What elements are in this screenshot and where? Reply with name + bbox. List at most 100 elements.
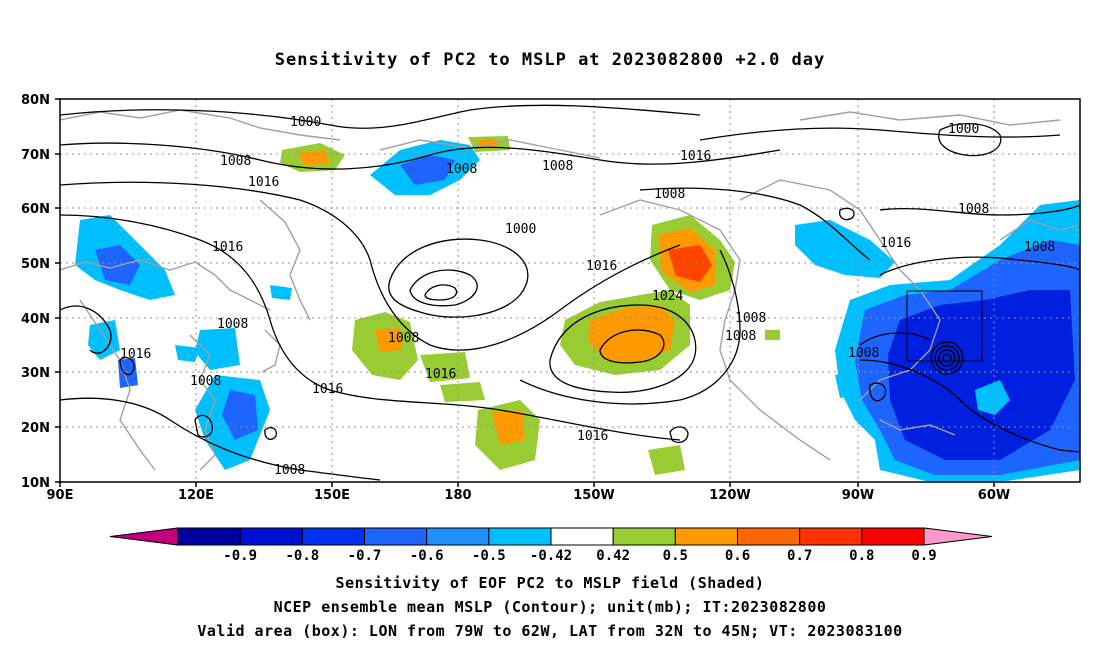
lat-label: 40N bbox=[21, 312, 50, 327]
contour-label: 1008 bbox=[542, 159, 573, 174]
colorbar-label: 0.7 bbox=[787, 548, 812, 564]
shade-neg-asia-4 bbox=[118, 358, 138, 388]
colorbar-label: 0.6 bbox=[725, 548, 750, 564]
shade-neg-asia-7 bbox=[222, 390, 258, 440]
mslp-contours bbox=[60, 104, 1080, 481]
lat-label: 60N bbox=[21, 202, 50, 217]
colorbar-label: 0.5 bbox=[663, 548, 688, 564]
contour-label: 1016 bbox=[312, 382, 343, 397]
lat-label: 80N bbox=[21, 93, 50, 108]
contour-labels: 1000 1008 1016 1008 1016 1008 1016 1008 … bbox=[120, 115, 1055, 478]
longitude-labels: 90E 120E 150E 180 150W 120W 90W 60W bbox=[47, 488, 1011, 503]
colorbar: -0.9 -0.8 -0.7 -0.6 -0.5 -0.42 0.42 0.5 0.6 0.7 0.… bbox=[109, 527, 993, 564]
colorbar-swatch bbox=[674, 527, 738, 546]
chart-title: Sensitivity of PC2 to MSLP at 2023082800… bbox=[274, 50, 826, 70]
shade-neg-asia-3 bbox=[88, 320, 120, 360]
colorbar-label: 0.8 bbox=[849, 548, 874, 564]
contour-label: 1008 bbox=[725, 329, 756, 344]
colorbar-label: -0.7 bbox=[348, 548, 382, 564]
valid-area-box bbox=[906, 290, 983, 362]
colorbar-label: -0.6 bbox=[410, 548, 444, 564]
colorbar-label: -0.9 bbox=[223, 548, 257, 564]
lat-label: 10N bbox=[21, 476, 50, 491]
lat-label: 30N bbox=[21, 366, 50, 381]
shade-pos-nepac-3 bbox=[648, 445, 685, 475]
colorbar-left-arrow bbox=[109, 527, 179, 546]
contour-label: 1016 bbox=[880, 236, 911, 251]
caption-line-2: NCEP ensemble mean MSLP (Contour); unit(… bbox=[273, 598, 827, 616]
contour-label: 1008 bbox=[1024, 240, 1055, 255]
contour-label: 1024 bbox=[652, 289, 683, 304]
lat-label: 50N bbox=[21, 257, 50, 272]
contour-label: 1008 bbox=[735, 311, 766, 326]
lat-label: 70N bbox=[21, 148, 50, 163]
contour-label: 1016 bbox=[212, 240, 243, 255]
contour-label: 1008 bbox=[220, 154, 251, 169]
contour-label: 1016 bbox=[248, 175, 279, 190]
colorbar-swatch bbox=[799, 527, 863, 546]
lon-label: 120E bbox=[178, 488, 214, 503]
contour-label: 1008 bbox=[388, 331, 419, 346]
contour-label: 1000 bbox=[290, 115, 321, 130]
colorbar-label: 0.42 bbox=[596, 548, 630, 564]
colorbar-swatch bbox=[737, 527, 801, 546]
shade-pos-nepac-1b bbox=[588, 305, 675, 362]
colorbar-swatch bbox=[426, 527, 490, 546]
shade-neg-arctic-3 bbox=[400, 155, 455, 185]
colorbar-swatch bbox=[239, 527, 303, 546]
lon-label: 180 bbox=[444, 488, 471, 503]
contour-label: 1008 bbox=[958, 202, 989, 217]
colorbar-swatch bbox=[612, 527, 676, 546]
lon-label: 120W bbox=[709, 488, 750, 503]
colorbar-swatch bbox=[488, 527, 552, 546]
caption-line-1: Sensitivity of EOF PC2 to MSLP field (Sh… bbox=[335, 574, 765, 592]
contour-label: 1008 bbox=[848, 346, 879, 361]
lon-label: 150W bbox=[573, 488, 614, 503]
shade-neg-asia-9 bbox=[270, 285, 292, 300]
colorbar-label: -0.42 bbox=[530, 548, 572, 564]
shade-neg-atl-5 bbox=[835, 370, 860, 398]
colorbar-swatch bbox=[364, 527, 428, 546]
contour-label: 1000 bbox=[948, 122, 979, 137]
colorbar-swatch bbox=[550, 527, 614, 546]
lon-label: 90E bbox=[47, 488, 74, 503]
shaded-sensitivity bbox=[75, 136, 1080, 482]
shade-pos-pac-2 bbox=[420, 352, 470, 382]
shade-neg-asia-5 bbox=[195, 328, 240, 370]
colorbar-label: 0.9 bbox=[911, 548, 936, 564]
contour-label: 1000 bbox=[505, 222, 536, 237]
contour-label: 1008 bbox=[654, 187, 685, 202]
colorbar-right-arrow bbox=[923, 527, 993, 546]
lon-label: 90W bbox=[842, 488, 874, 503]
contour-label: 1008 bbox=[190, 374, 221, 389]
contour-label: 1008 bbox=[217, 317, 248, 332]
contour-label: 1016 bbox=[680, 149, 711, 164]
shade-neg-asia-2 bbox=[95, 245, 140, 285]
contour-label: 1016 bbox=[120, 347, 151, 362]
shade-neg-asia-8 bbox=[175, 345, 200, 362]
contour-label: 1008 bbox=[446, 162, 477, 177]
colorbar-label: -0.5 bbox=[472, 548, 506, 564]
lon-label: 60W bbox=[978, 488, 1010, 503]
contour-label: 1016 bbox=[586, 259, 617, 274]
latitude-labels: 80N 70N 60N 50N 40N 30N 20N 10N bbox=[21, 93, 50, 491]
shade-pos-pac-1b bbox=[375, 328, 402, 352]
map-frame bbox=[59, 98, 1081, 483]
contour-label: 1008 bbox=[274, 463, 305, 478]
contour-label: 1016 bbox=[577, 429, 608, 444]
colorbar-label: -0.8 bbox=[285, 548, 319, 564]
tick-marks bbox=[55, 98, 995, 487]
coastlines bbox=[60, 109, 1080, 471]
shade-neg-atl-4 bbox=[888, 290, 1075, 460]
caption-line-3: Valid area (box): LON from 79W to 62W, L… bbox=[197, 622, 903, 640]
colorbar-swatch bbox=[861, 527, 925, 546]
lat-label: 20N bbox=[21, 421, 50, 436]
shade-pos-pac-3 bbox=[440, 382, 485, 402]
colorbar-swatch bbox=[177, 527, 241, 546]
lon-label: 150E bbox=[314, 488, 350, 503]
shade-neg-atl-hole bbox=[975, 380, 1010, 415]
shade-pos-nepac-4 bbox=[765, 330, 780, 340]
contour-label: 1016 bbox=[425, 367, 456, 382]
colorbar-swatch bbox=[301, 527, 366, 546]
